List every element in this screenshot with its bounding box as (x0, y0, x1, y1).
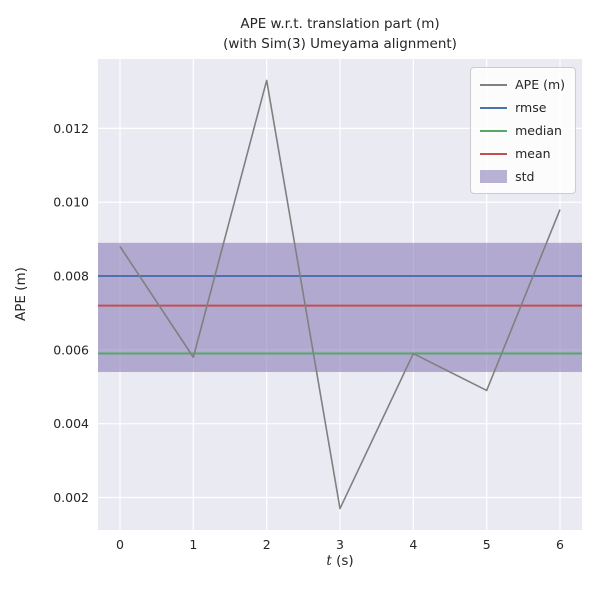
y-tick-label: 0.006 (53, 342, 89, 357)
legend-item-std: std (480, 165, 565, 188)
legend-item-median: median (480, 119, 565, 142)
chart-title-line2: (with Sim(3) Umeyama alignment) (223, 36, 457, 52)
legend-line-swatch (480, 152, 508, 155)
ape-line (119, 79, 561, 510)
chart-title: APE w.r.t. translation part (m) (with Si… (98, 14, 582, 54)
x-tick-label: 1 (189, 537, 197, 552)
legend-label: rmse (515, 100, 547, 115)
legend-patch-swatch (480, 170, 508, 183)
x-axis-label-variable: t (326, 553, 332, 569)
x-tick-label: 5 (483, 537, 491, 552)
y-tick-label: 0.008 (53, 269, 89, 284)
x-tick-label: 4 (409, 537, 417, 552)
legend-line-swatch (480, 129, 508, 132)
legend-label: mean (515, 146, 551, 161)
legend: APE (m) rmse median mean std (470, 67, 576, 194)
x-tick-label: 6 (556, 537, 564, 552)
legend-line-swatch (480, 106, 508, 109)
y-tick-label: 0.002 (53, 490, 89, 505)
legend-label: std (515, 169, 535, 184)
x-axis-label-unit: (s) (331, 553, 354, 569)
y-tick-label: 0.012 (53, 121, 89, 136)
legend-item-ape-m-: APE (m) (480, 73, 565, 96)
legend-item-rmse: rmse (480, 96, 565, 119)
y-tick-label: 0.004 (53, 416, 89, 431)
legend-item-mean: mean (480, 142, 565, 165)
y-tick-label: 0.010 (53, 195, 89, 210)
x-tick-label: 0 (116, 537, 124, 552)
legend-line-swatch (480, 83, 508, 86)
legend-label: APE (m) (515, 77, 565, 92)
chart-title-line1: APE w.r.t. translation part (m) (240, 16, 440, 32)
x-tick-label: 3 (336, 537, 344, 552)
legend-label: median (515, 123, 562, 138)
y-axis-label: APE (m) (13, 267, 29, 321)
x-tick-label: 2 (263, 537, 271, 552)
x-axis-label: t (s) (98, 553, 582, 569)
std-band (98, 242, 582, 373)
